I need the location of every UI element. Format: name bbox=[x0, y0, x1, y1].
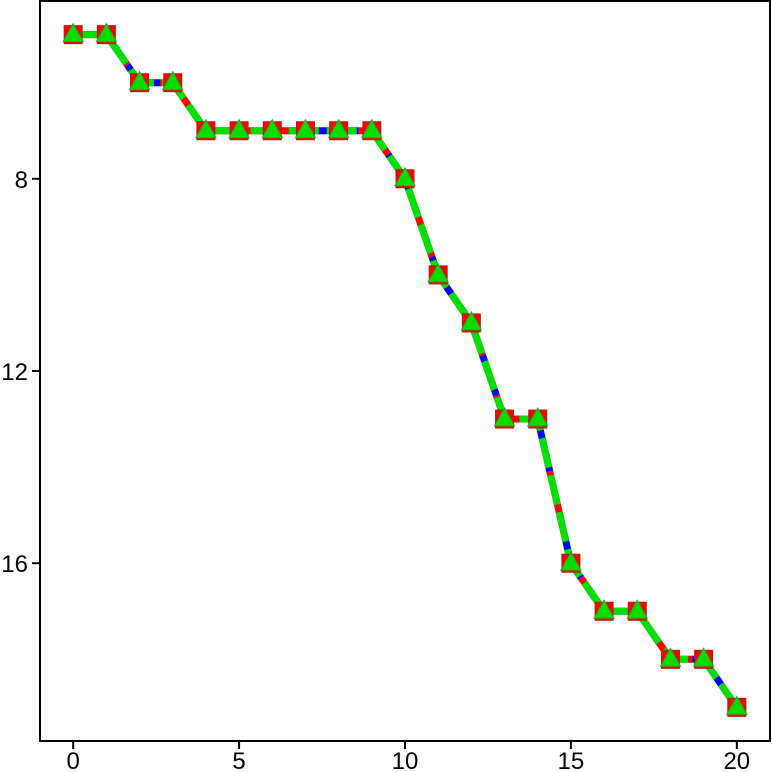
marker bbox=[95, 22, 118, 43]
marker bbox=[626, 599, 649, 619]
marker bbox=[161, 70, 184, 91]
marker bbox=[560, 551, 582, 571]
marker bbox=[228, 118, 250, 139]
y-tick-label: 16 bbox=[1, 551, 28, 578]
x-tick-label: 5 bbox=[232, 748, 245, 772]
marker bbox=[394, 166, 416, 187]
marker bbox=[692, 647, 715, 667]
marker bbox=[493, 407, 516, 427]
marker bbox=[195, 118, 217, 139]
y-tick-label: 8 bbox=[15, 167, 28, 194]
plot-frame bbox=[39, 0, 771, 742]
marker bbox=[128, 70, 151, 91]
marker bbox=[659, 647, 682, 667]
marker bbox=[62, 22, 85, 43]
marker bbox=[593, 599, 615, 619]
y-tick-label: 12 bbox=[1, 359, 28, 386]
x-tick-label: 20 bbox=[723, 748, 750, 772]
marker bbox=[427, 262, 450, 283]
marker bbox=[526, 407, 549, 427]
marker bbox=[360, 118, 383, 139]
marker bbox=[294, 118, 317, 139]
x-tick-label: 0 bbox=[67, 748, 80, 772]
marker bbox=[327, 118, 350, 139]
marker bbox=[725, 695, 748, 715]
marker bbox=[261, 118, 284, 139]
marker bbox=[460, 310, 483, 331]
x-tick-label: 10 bbox=[392, 748, 419, 772]
x-tick-label: 15 bbox=[558, 748, 585, 772]
